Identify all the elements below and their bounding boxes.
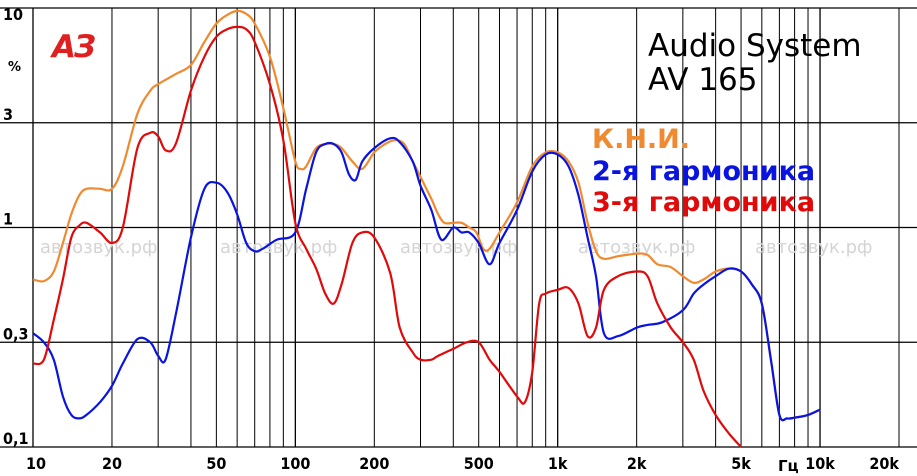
x-tick-label: 20 (102, 454, 122, 473)
x-tick-label: 10 (26, 454, 46, 473)
series-line-thd (32, 9, 821, 422)
watermark-text: автозвук.рф (400, 237, 517, 258)
y-axis-tick-labels: 10 3 1 0,3 0,1 (3, 5, 29, 448)
y-tick-label: 0,1 (3, 429, 29, 448)
chart-title: Audio System (648, 28, 862, 64)
y-axis-unit-label: % (8, 60, 21, 75)
chart-subtitle: AV 165 (648, 62, 757, 98)
grid-lines (0, 7, 917, 448)
y-tick-label: 10 (3, 5, 23, 24)
legend-entry-thd: К.Н.И. (592, 124, 690, 155)
x-tick-label: 100 (280, 454, 310, 473)
watermark-row: автозвук.рф автозвук.рф автозвук.рф автозву… (40, 237, 872, 258)
watermark-text: автозвук.рф (755, 237, 872, 258)
x-tick-label: 2k (627, 454, 647, 473)
x-tick-label: 1k (548, 454, 568, 473)
watermark-text: автозвук.рф (578, 237, 695, 258)
legend-entry-3rd-harmonic: 3-я гармоника (592, 187, 815, 218)
y-tick-label: 1 (3, 210, 13, 229)
distortion-curves (32, 9, 821, 448)
legend-entry-2nd-harmonic: 2-я гармоника (592, 156, 815, 187)
watermark-text: автозвук.рф (40, 237, 157, 258)
series-line-2nd-harmonic (32, 136, 821, 422)
x-axis-unit-label: Гц (778, 457, 799, 475)
x-tick-label: 5k (731, 454, 751, 473)
y-tick-label: 0,3 (3, 324, 29, 343)
brand-logo-text: АЗ (49, 29, 95, 65)
legend: К.Н.И. 2-я гармоника 3-я гармоника (592, 124, 815, 218)
x-tick-label: 20k (869, 454, 899, 473)
x-tick-label: 50 (206, 454, 226, 473)
x-axis-tick-labels: 10 20 50 100 200 500 1k 2k 5k 10k 20k (26, 454, 899, 473)
x-tick-label: 200 (359, 454, 389, 473)
x-tick-label: 500 (464, 454, 494, 473)
series-line-3rd-harmonic (32, 25, 742, 448)
x-tick-label: 10k (805, 454, 835, 473)
brand-logo: АЗ (48, 28, 98, 67)
y-tick-label: 3 (3, 105, 13, 124)
